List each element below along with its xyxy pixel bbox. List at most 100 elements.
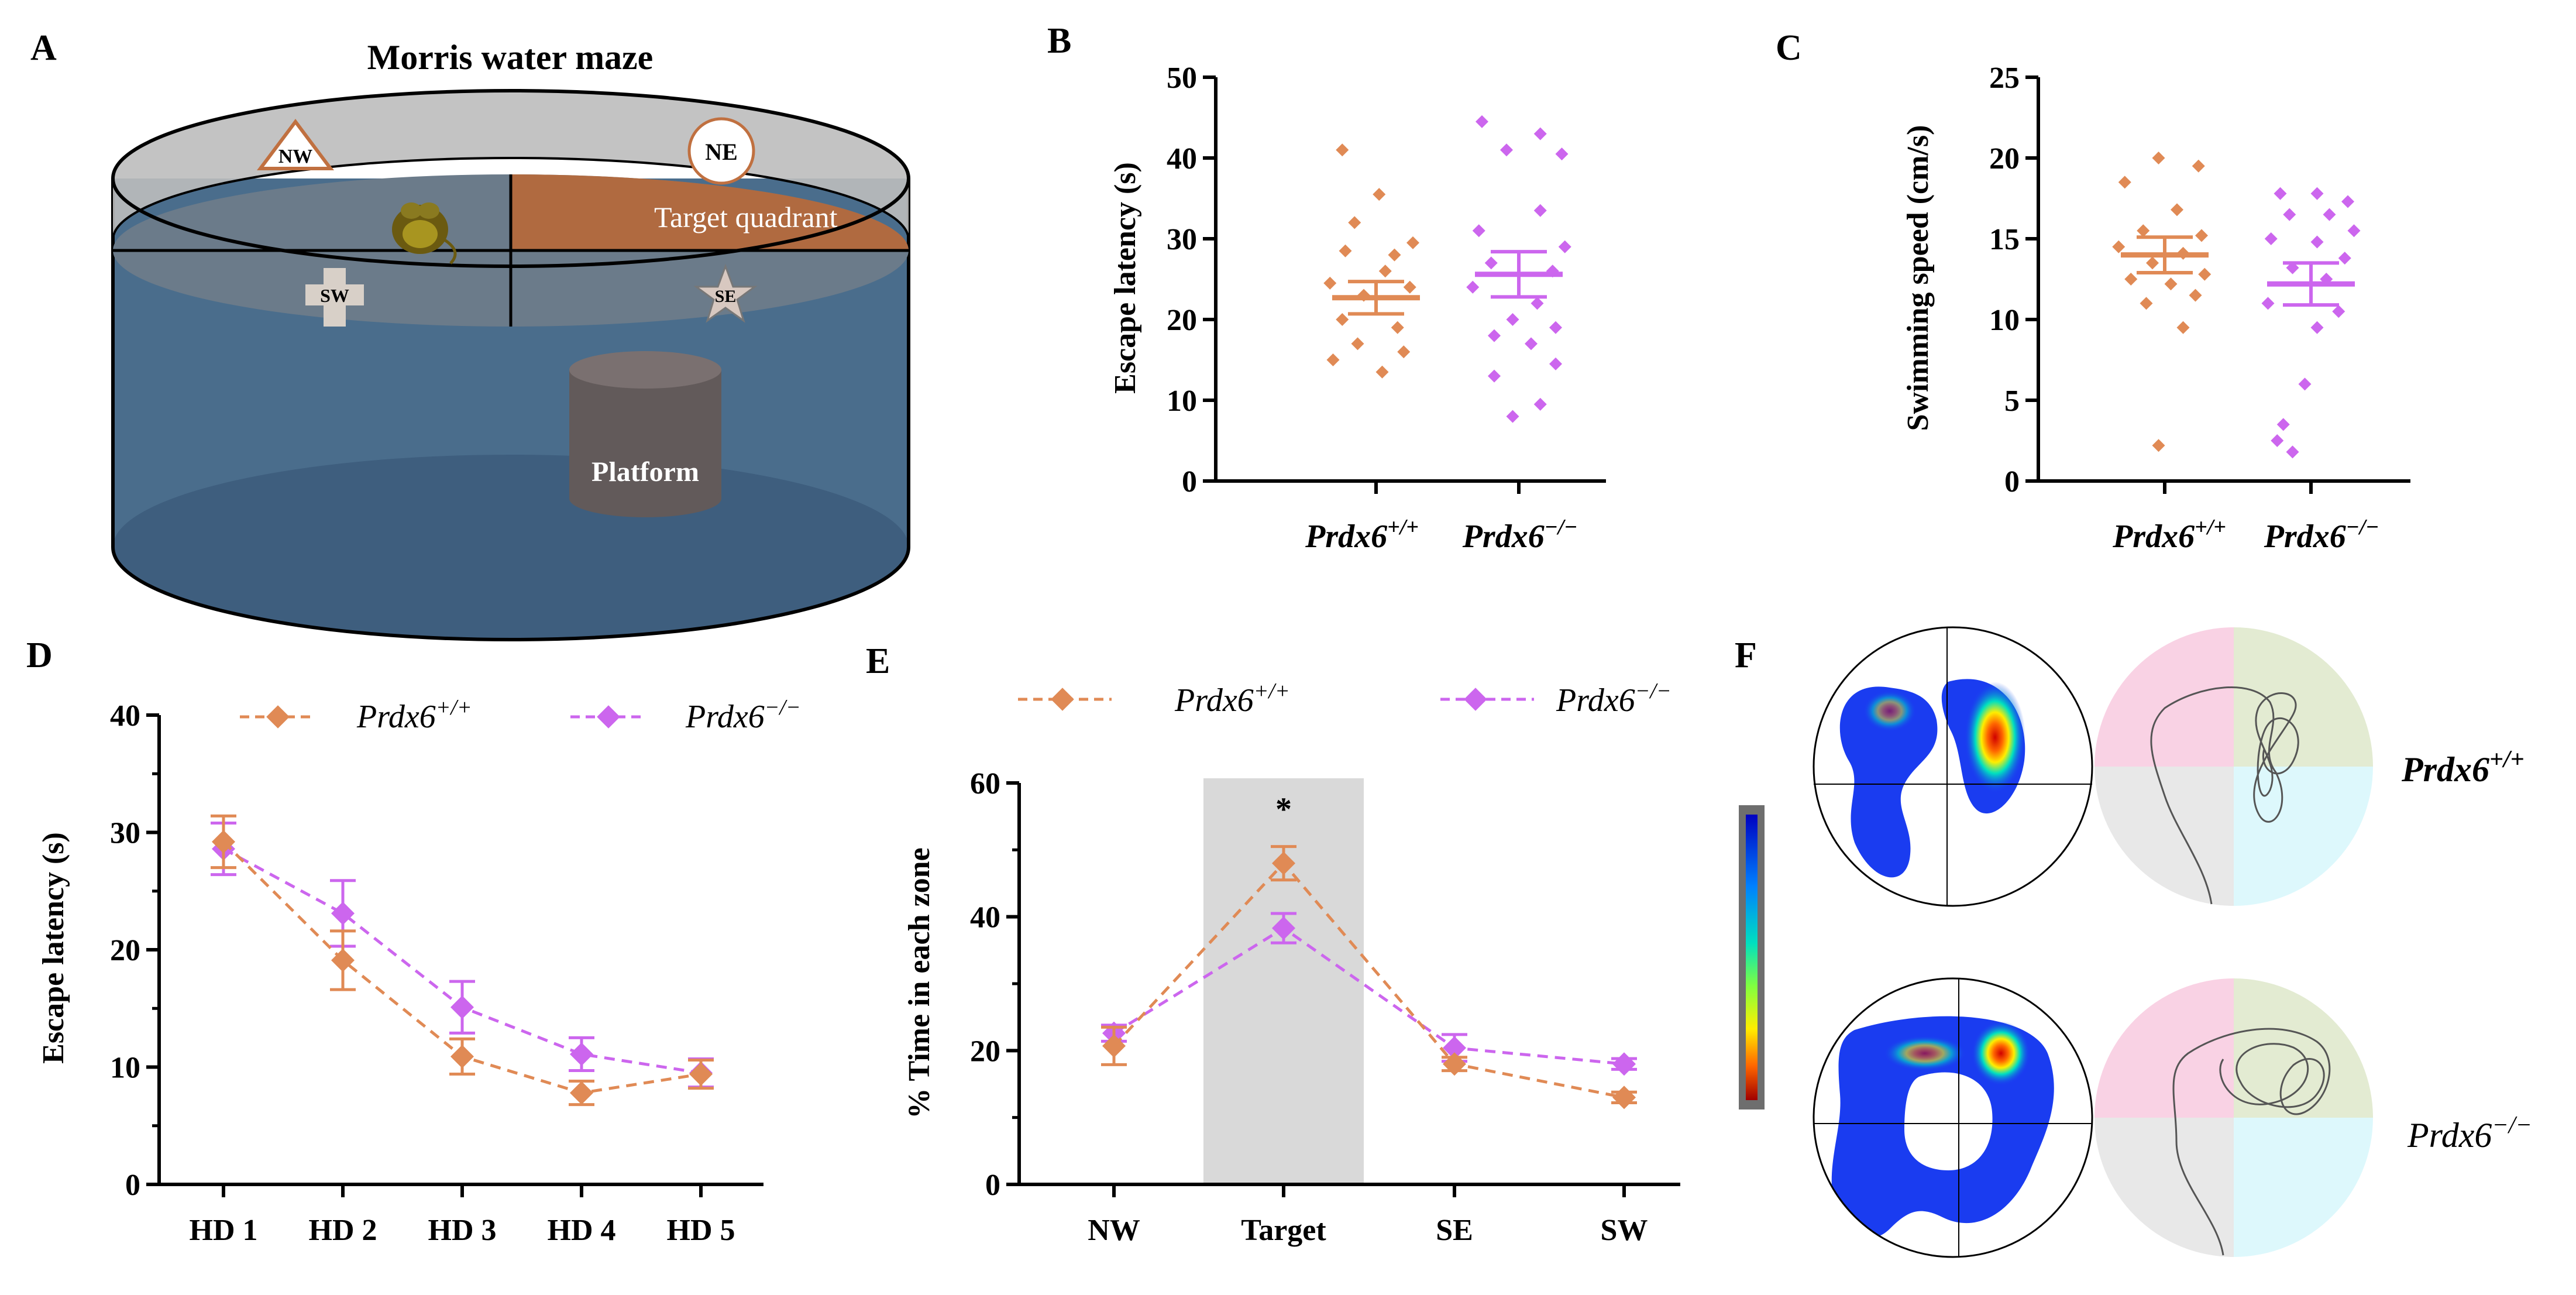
se-cue-label: SE: [715, 287, 737, 306]
data-point: [1500, 143, 1513, 157]
data-point: [450, 995, 474, 1019]
data-point: [2195, 229, 2208, 242]
xlabel-c-wt: Prdx6+/+: [2112, 515, 2226, 555]
track-label-ko: Prdx6−/−: [2407, 1112, 2532, 1155]
heatmap-ko: [1813, 977, 2093, 1258]
x-tick-label: HD 1: [190, 1214, 258, 1247]
y-tick-label: 60: [970, 767, 1000, 801]
data-point: [1549, 321, 1562, 334]
data-point: [1388, 248, 1401, 262]
data-point: [2271, 434, 2284, 447]
data-point: [450, 1045, 474, 1069]
data-point: [1472, 224, 1485, 238]
y-tick-label: 5: [2004, 384, 2020, 418]
data-point: [2112, 240, 2126, 253]
data-point: [2298, 377, 2312, 391]
data-point: [1484, 256, 1498, 270]
data-point: [1272, 916, 1295, 940]
panel-a: A Morris water maze Target quadrant NW N…: [30, 28, 910, 641]
xlabel-c-ko: Prdx6−/−: [2264, 515, 2379, 555]
ylabel-d: Escape latency (s): [37, 832, 70, 1064]
axes-e: 0 20 40 60 NW Target SE SW *: [970, 767, 1680, 1247]
axes-b: 0 10 20 30 40 50: [1167, 61, 1606, 499]
x-tick-label: HD 4: [548, 1214, 616, 1247]
legend-e-wt-label: Prdx6+/+: [1174, 679, 1290, 719]
panel-c: C Swimming speed (cm/s) 0 5 10 15 20 25 Prdx6…: [1776, 28, 2410, 555]
data-point: [2124, 273, 2138, 286]
panel-b: B Escape latency (s) 0 10 20 30 40 50 Prdx6+/…: [1047, 21, 1606, 555]
shaded-target-zone: [1203, 778, 1364, 1184]
legend-d-wt-label: Prdx6+/+: [356, 695, 472, 735]
data-point: [1339, 244, 1352, 257]
y-tick-label: 20: [1989, 142, 2020, 176]
data-point: [212, 830, 235, 854]
data-point: [1533, 397, 1547, 411]
se-cue-star: [693, 263, 758, 323]
series-line: [1113, 926, 1625, 1066]
y-tick-label: 10: [110, 1052, 140, 1085]
data-point: [1391, 321, 1404, 334]
data-point: [2310, 235, 2324, 249]
legend-d-wt-marker: [266, 705, 290, 729]
data-point: [2164, 277, 2178, 291]
platform: Platform: [569, 351, 721, 517]
panel-f: F: [1735, 626, 2532, 1258]
y-tick-label: 50: [1167, 61, 1197, 95]
data-point: [1558, 240, 1571, 253]
data-point: [2261, 297, 2275, 310]
panel-label-b: B: [1047, 21, 1071, 61]
legend-e-ko-label: Prdx6−/−: [1556, 679, 1672, 719]
data-point: [689, 1062, 713, 1086]
y-tick-label: 40: [1167, 142, 1197, 176]
y-tick-label: 10: [1989, 304, 2020, 337]
data-point: [331, 949, 355, 973]
x-tick-label: Target: [1241, 1214, 1326, 1247]
x-tick-label: HD 3: [428, 1214, 497, 1247]
data-point: [570, 1081, 593, 1105]
track-label-wt: Prdx6+/+: [2401, 746, 2525, 789]
legend-e: Prdx6+/+ Prdx6−/−: [1018, 679, 1672, 719]
data-point: [2146, 256, 2159, 270]
data-point: [1533, 204, 1547, 217]
data-point: [1378, 265, 1392, 278]
y-tick-label: 0: [1182, 465, 1197, 499]
series-line: [1113, 861, 1625, 1099]
legend-d-ko-marker: [597, 705, 620, 729]
xlabel-b-wt: Prdx6+/+: [1305, 515, 1419, 555]
data-point: [1397, 345, 1411, 359]
axes-c: 0 5 10 15 20 25: [1989, 61, 2410, 499]
data-point: [2198, 267, 2212, 281]
data-point: [1488, 369, 1501, 383]
nw-cue-triangle: [257, 119, 334, 170]
data-point: [2137, 224, 2150, 238]
x-tick-label: SW: [1601, 1214, 1648, 1247]
data-point: [2118, 176, 2131, 189]
data-point: [1403, 280, 1416, 294]
data-point: [2152, 439, 2165, 452]
data-point: [1488, 329, 1501, 342]
target-quadrant-label: Target quadrant: [654, 201, 838, 233]
data-point: [2310, 321, 2324, 334]
ne-cue-label: NE: [705, 139, 738, 165]
legend-e-wt-marker: [1051, 688, 1074, 711]
data-point: [1506, 313, 1519, 326]
data-point: [2310, 187, 2324, 200]
data-point: [1443, 1036, 1466, 1060]
legend-e-ko-marker: [1464, 688, 1487, 711]
axes-d: 0 10 20 30 40 HD 1 HD 2 HD 3 HD 4 HD 5: [110, 699, 763, 1247]
data-point: [570, 1042, 593, 1066]
data-point: [1102, 1034, 1126, 1058]
data-point: [2332, 305, 2345, 318]
heatmap-scale-bar: [1746, 815, 1758, 1100]
panel-d: D Escape latency (s) Prdx6+/+ Prdx6−/− 0…: [26, 636, 801, 1247]
y-tick-label: 0: [2004, 465, 2020, 499]
ne-cue-circle: [687, 117, 755, 185]
panel-label-c: C: [1776, 28, 1802, 68]
data-point: [1612, 1052, 1636, 1076]
y-tick-label: 10: [1167, 384, 1197, 418]
mouse-icon: [392, 202, 457, 265]
data-point: [2176, 321, 2190, 334]
data-point: [331, 901, 355, 925]
data-point: [1476, 115, 1488, 128]
data-point: [2323, 208, 2336, 221]
